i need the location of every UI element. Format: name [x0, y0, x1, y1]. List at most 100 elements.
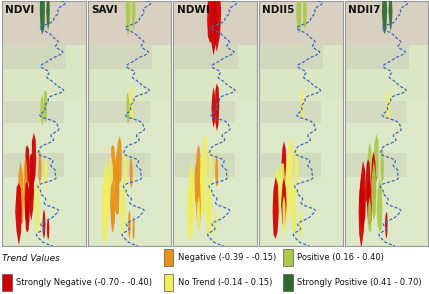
Polygon shape	[29, 153, 33, 203]
Bar	[2, 45, 86, 99]
Bar	[175, 45, 238, 69]
Polygon shape	[102, 183, 108, 246]
Bar	[283, 274, 293, 291]
Bar	[283, 249, 293, 266]
Polygon shape	[377, 178, 382, 232]
Polygon shape	[280, 163, 285, 208]
Bar	[2, 274, 12, 291]
Polygon shape	[205, 178, 211, 237]
Polygon shape	[374, 134, 379, 182]
Polygon shape	[15, 183, 22, 245]
Polygon shape	[368, 197, 372, 232]
Polygon shape	[188, 163, 195, 232]
Bar	[344, 1, 428, 45]
Bar	[173, 45, 257, 99]
Polygon shape	[291, 179, 296, 235]
Polygon shape	[187, 181, 193, 240]
Polygon shape	[371, 161, 377, 221]
Bar	[259, 1, 342, 45]
Bar	[346, 101, 406, 123]
Polygon shape	[42, 209, 45, 239]
Text: No Trend (-0.14 - 0.15): No Trend (-0.14 - 0.15)	[178, 278, 272, 287]
Text: NDII5: NDII5	[263, 6, 295, 16]
Bar	[261, 153, 321, 177]
Polygon shape	[211, 87, 215, 128]
Polygon shape	[303, 0, 307, 29]
Polygon shape	[283, 196, 286, 238]
Polygon shape	[32, 133, 36, 184]
Polygon shape	[110, 180, 115, 228]
Polygon shape	[24, 182, 30, 226]
Bar	[164, 249, 173, 266]
Text: SAVI: SAVI	[91, 6, 118, 16]
Polygon shape	[213, 0, 221, 52]
Polygon shape	[24, 155, 27, 203]
Bar	[2, 1, 86, 45]
Bar	[175, 153, 235, 177]
Bar	[261, 101, 321, 123]
Polygon shape	[209, 150, 213, 186]
Polygon shape	[124, 152, 127, 186]
Polygon shape	[117, 136, 122, 183]
Polygon shape	[366, 159, 371, 206]
Bar	[344, 45, 428, 99]
Polygon shape	[25, 145, 30, 190]
Bar	[88, 45, 171, 99]
Polygon shape	[359, 176, 365, 249]
Text: NDII7: NDII7	[348, 6, 381, 16]
Polygon shape	[126, 92, 130, 124]
Polygon shape	[197, 196, 200, 234]
Polygon shape	[296, 0, 301, 33]
Bar	[4, 101, 64, 123]
Polygon shape	[109, 156, 113, 203]
Bar	[259, 45, 342, 99]
Polygon shape	[18, 161, 24, 224]
Polygon shape	[301, 87, 304, 122]
Text: Strongly Positive (0.41 - 0.70): Strongly Positive (0.41 - 0.70)	[297, 278, 422, 287]
Polygon shape	[111, 145, 115, 188]
Polygon shape	[285, 153, 291, 203]
Polygon shape	[40, 95, 44, 126]
Polygon shape	[275, 168, 281, 224]
Polygon shape	[196, 178, 201, 232]
Polygon shape	[199, 168, 205, 217]
Bar	[346, 153, 406, 177]
Polygon shape	[210, 0, 217, 55]
Polygon shape	[386, 88, 390, 122]
Polygon shape	[126, 0, 131, 36]
Polygon shape	[215, 154, 218, 187]
Polygon shape	[286, 164, 291, 223]
Polygon shape	[273, 177, 279, 239]
Polygon shape	[294, 148, 299, 184]
Polygon shape	[214, 208, 217, 235]
Bar	[89, 101, 150, 123]
Polygon shape	[133, 216, 135, 240]
Polygon shape	[111, 200, 115, 233]
Bar	[4, 45, 66, 69]
Polygon shape	[114, 149, 119, 204]
Polygon shape	[46, 0, 50, 31]
Bar	[164, 274, 173, 291]
Polygon shape	[44, 91, 47, 123]
Polygon shape	[381, 146, 384, 183]
Polygon shape	[130, 157, 133, 189]
Polygon shape	[281, 177, 287, 227]
Polygon shape	[128, 210, 131, 239]
Polygon shape	[29, 163, 34, 221]
Polygon shape	[389, 0, 393, 31]
Polygon shape	[200, 152, 205, 204]
Polygon shape	[202, 134, 207, 188]
Text: Trend Values: Trend Values	[2, 254, 60, 263]
Text: NDWI: NDWI	[177, 6, 209, 16]
Polygon shape	[26, 199, 29, 233]
Polygon shape	[40, 0, 45, 35]
Polygon shape	[114, 163, 119, 216]
Polygon shape	[129, 85, 133, 121]
Polygon shape	[103, 159, 110, 233]
Bar	[4, 153, 64, 177]
Text: Strongly Negative (-0.70 - -0.40): Strongly Negative (-0.70 - -0.40)	[16, 278, 152, 287]
Polygon shape	[382, 0, 387, 34]
Polygon shape	[121, 181, 126, 234]
Bar	[88, 1, 171, 45]
Polygon shape	[215, 83, 219, 131]
